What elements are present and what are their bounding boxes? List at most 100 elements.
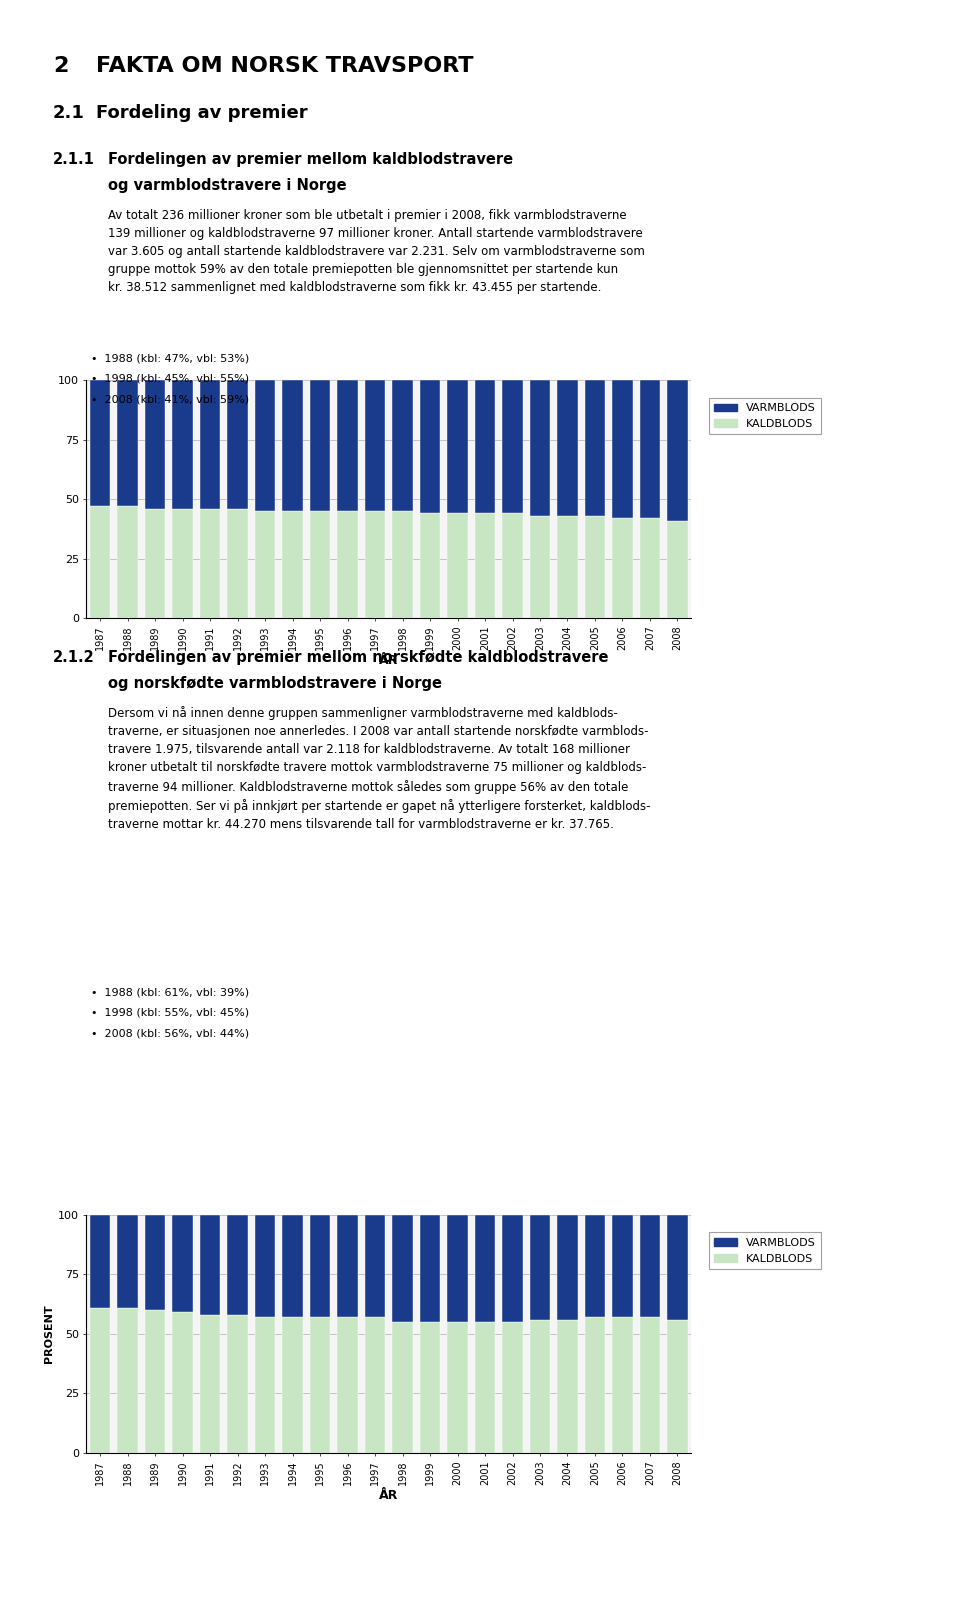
Bar	[200, 1314, 221, 1453]
Bar	[530, 1215, 550, 1319]
Bar	[282, 510, 303, 618]
Text: 2.1.1: 2.1.1	[53, 152, 95, 167]
Bar	[420, 514, 441, 618]
Bar	[667, 1319, 687, 1453]
Bar	[310, 380, 330, 510]
Bar	[474, 1323, 495, 1453]
Bar	[365, 380, 385, 510]
Bar	[337, 380, 358, 510]
Bar	[282, 1318, 303, 1453]
Bar	[667, 1215, 687, 1319]
Bar	[145, 509, 165, 618]
Bar	[145, 1310, 165, 1453]
Text: •  1988 (kbl: 47%, vbl: 53%): • 1988 (kbl: 47%, vbl: 53%)	[91, 353, 250, 363]
Bar	[447, 1215, 468, 1323]
Text: Fordelingen av premier mellom norskfødte kaldblodstravere: Fordelingen av premier mellom norskfødte…	[108, 650, 609, 664]
X-axis label: ÅR: ÅR	[379, 655, 398, 668]
Bar	[420, 380, 441, 514]
Text: •  2008 (kbl: 41%, vbl: 59%): • 2008 (kbl: 41%, vbl: 59%)	[91, 395, 250, 404]
Bar	[228, 1314, 248, 1453]
Text: •  1998 (kbl: 45%, vbl: 55%): • 1998 (kbl: 45%, vbl: 55%)	[91, 374, 250, 384]
Text: 2.1.2: 2.1.2	[53, 650, 94, 664]
Text: 3: 3	[899, 1558, 911, 1576]
Bar	[145, 380, 165, 509]
Bar	[557, 1319, 578, 1453]
Bar	[393, 510, 413, 618]
Bar	[612, 380, 633, 518]
Bar	[420, 1323, 441, 1453]
X-axis label: ÅR: ÅR	[379, 1489, 398, 1502]
Bar	[530, 515, 550, 618]
Bar	[639, 380, 660, 518]
Legend: VARMBLODS, KALDBLODS: VARMBLODS, KALDBLODS	[708, 1233, 821, 1270]
Bar	[585, 1318, 606, 1453]
Text: og varmblodstravere i Norge: og varmblodstravere i Norge	[108, 178, 348, 193]
Bar	[228, 509, 248, 618]
Bar	[585, 515, 606, 618]
Bar	[612, 1318, 633, 1453]
Bar	[585, 1215, 606, 1318]
Bar	[117, 1308, 138, 1453]
Bar	[447, 1323, 468, 1453]
Bar	[117, 1215, 138, 1308]
Bar	[557, 380, 578, 515]
Bar	[310, 510, 330, 618]
Bar	[200, 1215, 221, 1314]
Bar	[447, 380, 468, 514]
Bar	[337, 510, 358, 618]
Bar	[502, 380, 523, 514]
Bar	[282, 380, 303, 510]
Bar	[90, 380, 110, 506]
Bar	[612, 1215, 633, 1318]
Bar	[145, 1215, 165, 1310]
Bar	[337, 1215, 358, 1318]
Bar	[200, 380, 221, 509]
Text: Fordelingen av premier mellom kaldblodstravere: Fordelingen av premier mellom kaldblodst…	[108, 152, 514, 167]
Bar	[337, 1318, 358, 1453]
Bar	[365, 1215, 385, 1318]
Bar	[474, 514, 495, 618]
Bar	[502, 1323, 523, 1453]
Bar	[228, 380, 248, 509]
Bar	[365, 1318, 385, 1453]
Bar	[172, 509, 193, 618]
Bar	[254, 380, 276, 510]
Bar	[200, 509, 221, 618]
Bar	[90, 1308, 110, 1453]
Bar	[530, 380, 550, 515]
Bar	[393, 380, 413, 510]
Bar	[254, 1215, 276, 1318]
Text: Dersom vi nå innen denne gruppen sammenligner varmblodstraverne med kaldblods-
t: Dersom vi nå innen denne gruppen sammenl…	[108, 706, 651, 831]
Text: FAKTA OM NORSK TRAVSPORT: FAKTA OM NORSK TRAVSPORT	[96, 56, 473, 75]
Bar	[365, 510, 385, 618]
Bar	[474, 380, 495, 514]
Bar	[474, 1215, 495, 1323]
Bar	[172, 380, 193, 509]
Text: Av totalt 236 millioner kroner som ble utbetalt i premier i 2008, fikk varmblods: Av totalt 236 millioner kroner som ble u…	[108, 209, 645, 294]
Bar	[393, 1215, 413, 1323]
Text: Fordeling av premier: Fordeling av premier	[96, 104, 307, 122]
Bar	[254, 1318, 276, 1453]
Bar	[117, 380, 138, 506]
Bar	[530, 1319, 550, 1453]
Bar	[557, 1215, 578, 1319]
Legend: VARMBLODS, KALDBLODS: VARMBLODS, KALDBLODS	[708, 398, 821, 435]
Bar	[502, 514, 523, 618]
Bar	[310, 1318, 330, 1453]
Bar	[254, 510, 276, 618]
Bar	[639, 1215, 660, 1318]
Bar	[282, 1215, 303, 1318]
Text: •  2008 (kbl: 56%, vbl: 44%): • 2008 (kbl: 56%, vbl: 44%)	[91, 1029, 250, 1038]
Text: •  1998 (kbl: 55%, vbl: 45%): • 1998 (kbl: 55%, vbl: 45%)	[91, 1008, 250, 1018]
Bar	[667, 520, 687, 618]
Text: og norskfødte varmblodstravere i Norge: og norskfødte varmblodstravere i Norge	[108, 676, 443, 690]
Bar	[447, 514, 468, 618]
Text: 2: 2	[53, 56, 68, 75]
Bar	[557, 515, 578, 618]
Bar	[310, 1215, 330, 1318]
Bar	[172, 1215, 193, 1313]
Y-axis label: PROSENT: PROSENT	[43, 1305, 54, 1363]
Bar	[667, 380, 687, 520]
Bar	[90, 506, 110, 618]
Text: •  1988 (kbl: 61%, vbl: 39%): • 1988 (kbl: 61%, vbl: 39%)	[91, 987, 250, 997]
